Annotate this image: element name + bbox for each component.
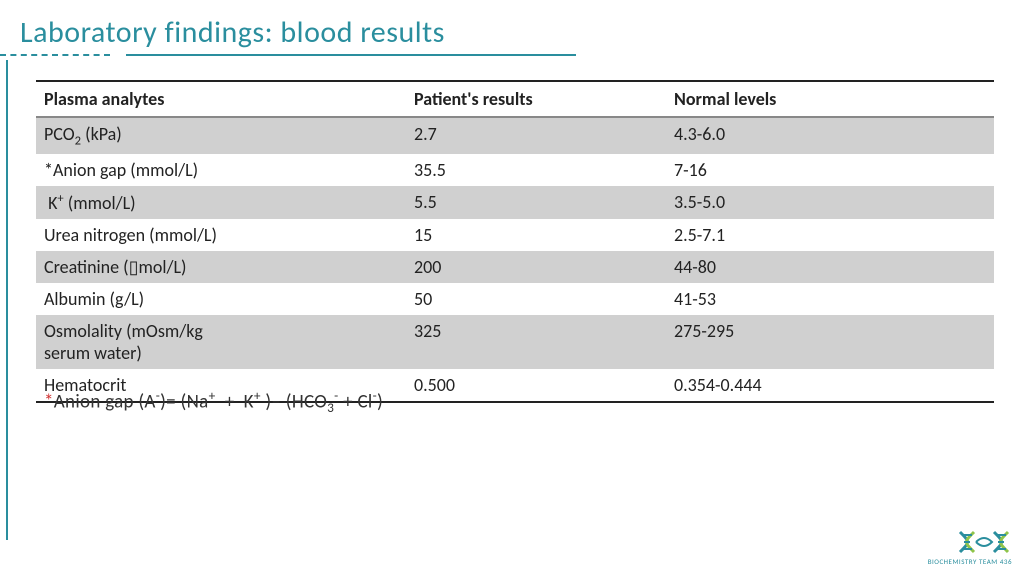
cell-normal: 41-53 [666, 283, 994, 315]
cell-analyte: Osmolality (mOsm/kgserum water) [36, 315, 406, 369]
table-row: PCO2 (kPa)2.74.3-6.0 [36, 117, 994, 154]
cell-analyte: Urea nitrogen (mmol/L) [36, 219, 406, 251]
cell-patient: 15 [406, 219, 666, 251]
table-row: Urea nitrogen (mmol/L)152.5-7.1 [36, 219, 994, 251]
left-vertical-rule [6, 60, 8, 540]
cell-normal: 3.5-5.0 [666, 186, 994, 219]
cell-patient: 5.5 [406, 186, 666, 219]
cell-normal: 7-16 [666, 154, 994, 186]
cell-patient: 2.7 [406, 117, 666, 154]
cell-patient: 0.500 [406, 369, 666, 402]
logo-text: BIOCHEMISTRY TEAM 436 [928, 557, 1012, 566]
page-title: Laboratory findings: blood results [20, 14, 445, 51]
cell-patient: 325 [406, 315, 666, 369]
left-dash-decoration [0, 54, 110, 56]
col-header-patient: Patient's results [406, 81, 666, 117]
table-header-row: Plasma analytes Patient's results Normal… [36, 81, 994, 117]
col-header-normal: Normal levels [666, 81, 994, 117]
cell-analyte: Creatinine (▯mol/L) [36, 251, 406, 283]
cell-analyte: Albumin (g/L) [36, 283, 406, 315]
table-row: *Anion gap (mmol/L)35.57-16 [36, 154, 994, 186]
cell-normal: 0.354-0.444 [666, 369, 994, 402]
blood-results-table: Plasma analytes Patient's results Normal… [36, 80, 994, 403]
cell-analyte: K+ (mmol/L) [36, 186, 406, 219]
cell-normal: 4.3-6.0 [666, 117, 994, 154]
cell-patient: 200 [406, 251, 666, 283]
col-header-analyte: Plasma analytes [36, 81, 406, 117]
table-row: Osmolality (mOsm/kgserum water)325275-29… [36, 315, 994, 369]
table-row: Creatinine (▯mol/L)20044-80 [36, 251, 994, 283]
footnote: *Anion gap (A-)= (Na+ + K+ )– (HCO3- + C… [44, 387, 383, 416]
logo: BIOCHEMISTRY TEAM 436 [928, 528, 1012, 566]
cell-patient: 35.5 [406, 154, 666, 186]
cell-analyte: *Anion gap (mmol/L) [36, 154, 406, 186]
table-row: K+ (mmol/L)5.53.5-5.0 [36, 186, 994, 219]
table-row: Albumin (g/L)5041-53 [36, 283, 994, 315]
cell-normal: 2.5-7.1 [666, 219, 994, 251]
title-underline [126, 54, 576, 56]
table-body: PCO2 (kPa)2.74.3-6.0*Anion gap (mmol/L)3… [36, 117, 994, 402]
cell-normal: 44-80 [666, 251, 994, 283]
cell-patient: 50 [406, 283, 666, 315]
dna-icon [956, 528, 1012, 556]
cell-analyte: PCO2 (kPa) [36, 117, 406, 154]
cell-normal: 275-295 [666, 315, 994, 369]
